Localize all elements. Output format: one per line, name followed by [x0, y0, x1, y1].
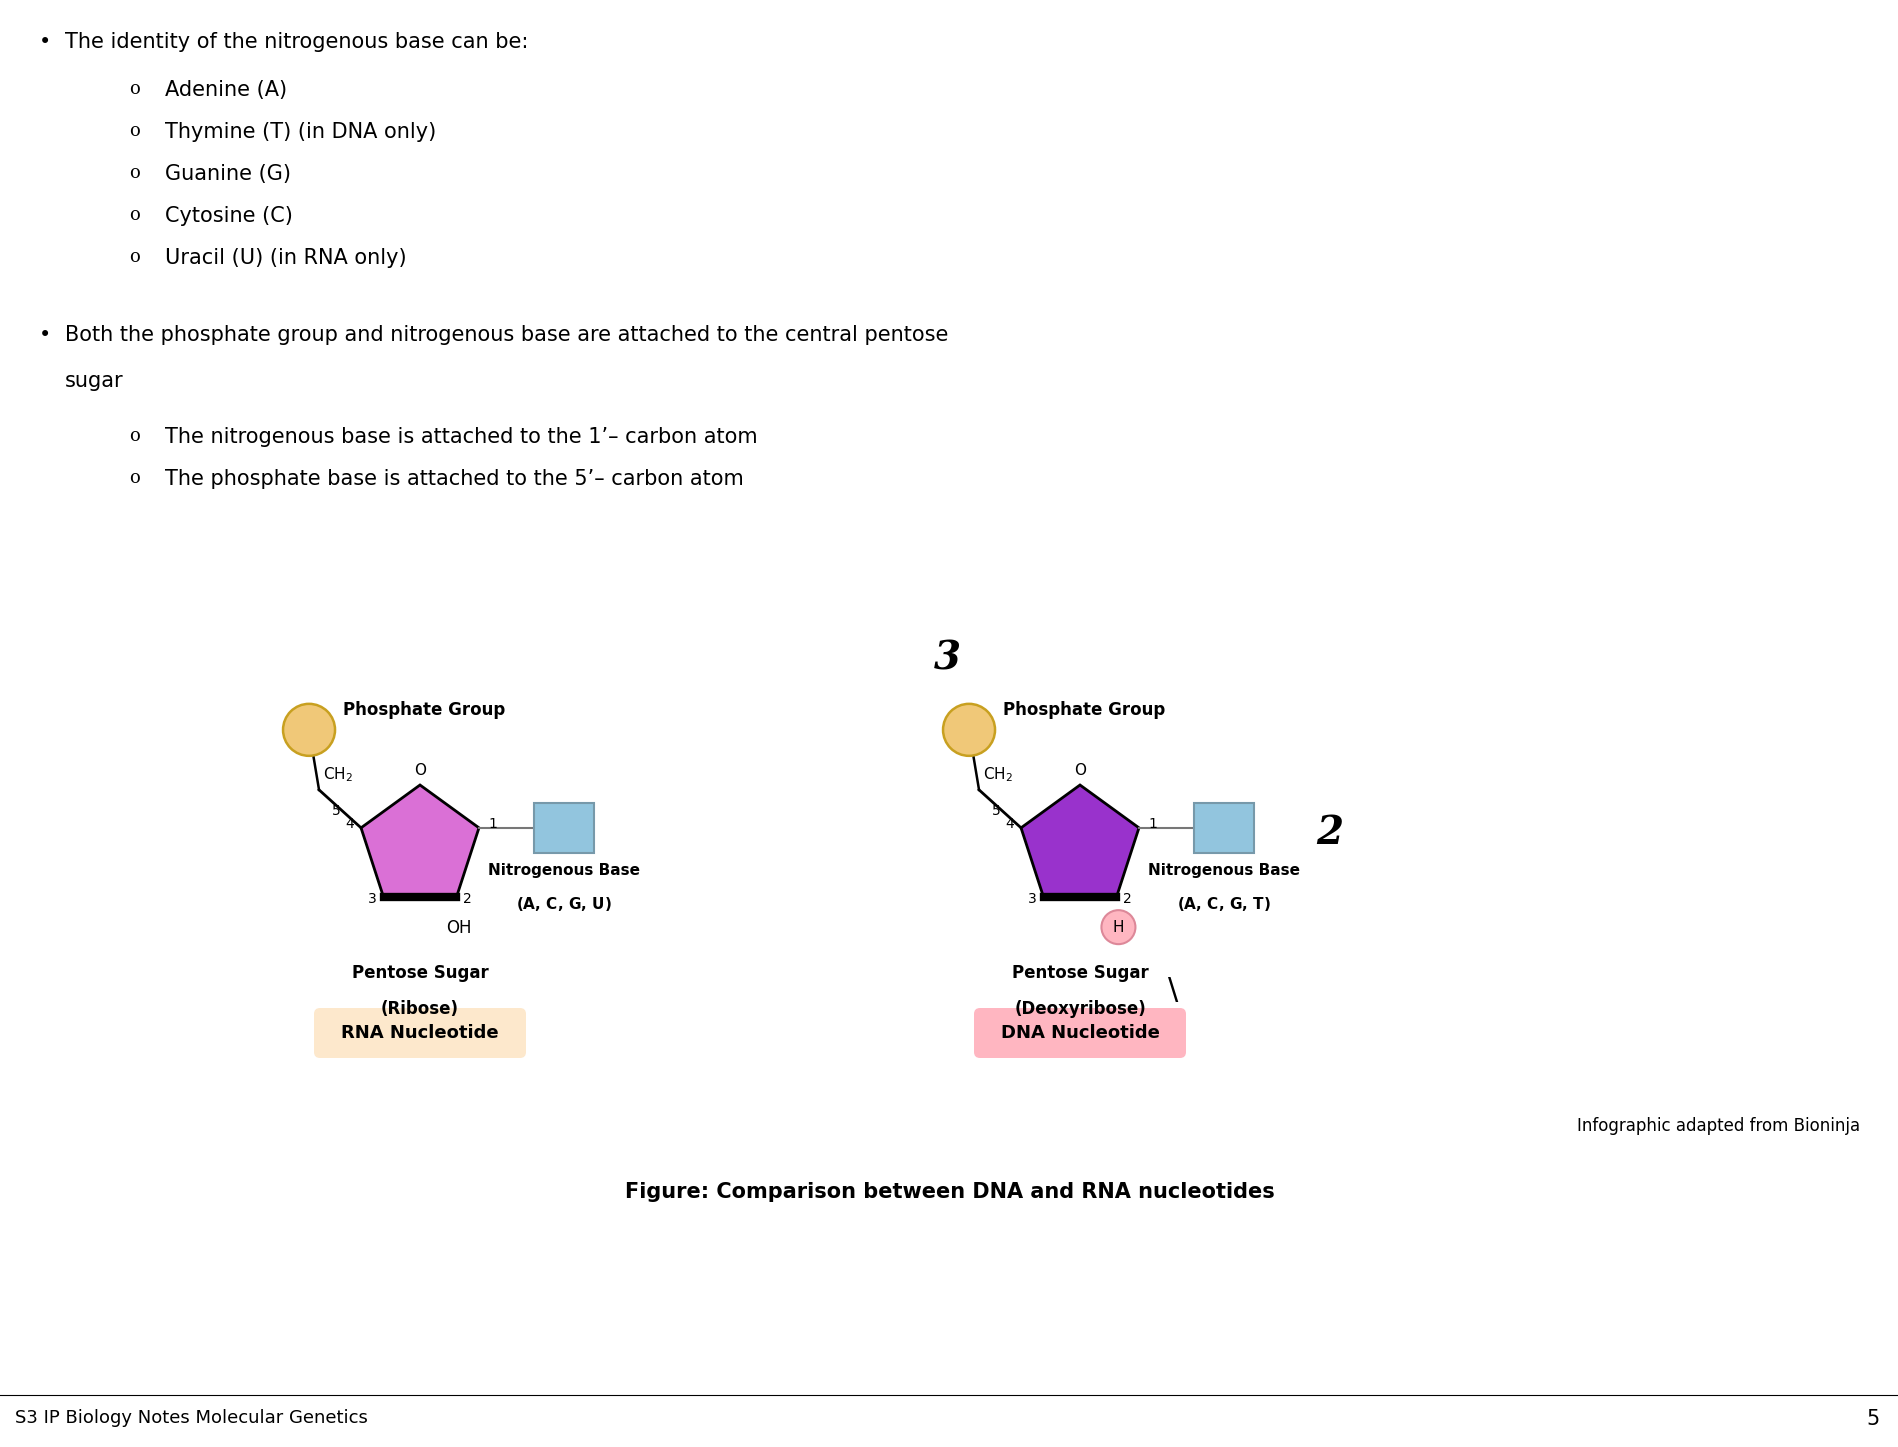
Text: o: o — [129, 80, 140, 98]
Text: (A, C, G, $\mathbf{T}$): (A, C, G, $\mathbf{T}$) — [1177, 894, 1270, 913]
Text: o: o — [129, 469, 140, 488]
Text: 5: 5 — [332, 805, 342, 818]
FancyBboxPatch shape — [533, 803, 594, 852]
Text: •: • — [38, 326, 51, 344]
Text: 2: 2 — [463, 893, 473, 906]
Text: Pentose Sugar: Pentose Sugar — [351, 964, 488, 983]
Text: Cytosine (C): Cytosine (C) — [165, 205, 292, 226]
Text: •: • — [38, 32, 51, 52]
Text: CH$_2$: CH$_2$ — [323, 765, 353, 784]
Text: o: o — [129, 427, 140, 446]
Text: 3: 3 — [1027, 893, 1036, 906]
Text: Infographic adapted from Bioninja: Infographic adapted from Bioninja — [1575, 1117, 1858, 1134]
Text: Adenine (A): Adenine (A) — [165, 80, 287, 100]
Text: 1: 1 — [1148, 818, 1156, 831]
Text: OH: OH — [446, 919, 471, 938]
Text: o: o — [129, 205, 140, 224]
Text: Guanine (G): Guanine (G) — [165, 164, 290, 184]
Text: RNA Nucleotide: RNA Nucleotide — [342, 1024, 499, 1042]
Text: Figure: Comparison between DNA and RNA nucleotides: Figure: Comparison between DNA and RNA n… — [624, 1182, 1274, 1202]
Text: (Ribose): (Ribose) — [381, 1000, 459, 1019]
Text: Pentose Sugar: Pentose Sugar — [1012, 964, 1148, 983]
Text: S3 IP Biology Notes Molecular Genetics: S3 IP Biology Notes Molecular Genetics — [15, 1409, 368, 1427]
Circle shape — [943, 703, 995, 755]
Text: 2: 2 — [1124, 893, 1131, 906]
Text: o: o — [129, 164, 140, 182]
FancyBboxPatch shape — [974, 1009, 1186, 1058]
Polygon shape — [1021, 786, 1139, 897]
Text: sugar: sugar — [65, 370, 123, 391]
Text: The phosphate base is attached to the 5’– carbon atom: The phosphate base is attached to the 5’… — [165, 469, 744, 489]
Circle shape — [283, 703, 334, 755]
Text: Thymine (T) (in DNA only): Thymine (T) (in DNA only) — [165, 122, 437, 142]
Text: 3: 3 — [934, 640, 960, 677]
Polygon shape — [361, 786, 478, 897]
Text: Nitrogenous Base: Nitrogenous Base — [1148, 862, 1300, 878]
Text: Nitrogenous Base: Nitrogenous Base — [488, 862, 640, 878]
Text: CH$_2$: CH$_2$ — [983, 765, 1012, 784]
Text: 1: 1 — [488, 818, 497, 831]
Text: o: o — [129, 122, 140, 140]
Text: O: O — [414, 763, 425, 778]
FancyBboxPatch shape — [313, 1009, 526, 1058]
Text: 5: 5 — [993, 805, 1000, 818]
Text: 5: 5 — [1866, 1409, 1879, 1430]
Text: Phosphate Group: Phosphate Group — [344, 700, 505, 719]
Text: Phosphate Group: Phosphate Group — [1002, 700, 1165, 719]
Text: Uracil (U) (in RNA only): Uracil (U) (in RNA only) — [165, 247, 406, 268]
Text: The nitrogenous base is attached to the 1’– carbon atom: The nitrogenous base is attached to the … — [165, 427, 757, 447]
Text: 3: 3 — [368, 893, 376, 906]
Text: (A, C, G, $\mathbf{U}$): (A, C, G, $\mathbf{U}$) — [516, 894, 611, 913]
Text: 4: 4 — [1004, 818, 1014, 831]
Text: The identity of the nitrogenous base can be:: The identity of the nitrogenous base can… — [65, 32, 528, 52]
Text: (Deoxyribose): (Deoxyribose) — [1014, 1000, 1144, 1019]
Text: 2: 2 — [1315, 813, 1342, 852]
Text: o: o — [129, 247, 140, 266]
Text: Both the phosphate group and nitrogenous base are attached to the central pentos: Both the phosphate group and nitrogenous… — [65, 326, 947, 344]
Circle shape — [1101, 910, 1135, 943]
Text: DNA Nucleotide: DNA Nucleotide — [1000, 1024, 1160, 1042]
Text: 4: 4 — [345, 818, 353, 831]
Text: H: H — [1112, 920, 1124, 935]
FancyBboxPatch shape — [1194, 803, 1253, 852]
Text: O: O — [1074, 763, 1086, 778]
Text: \: \ — [1167, 975, 1177, 1006]
